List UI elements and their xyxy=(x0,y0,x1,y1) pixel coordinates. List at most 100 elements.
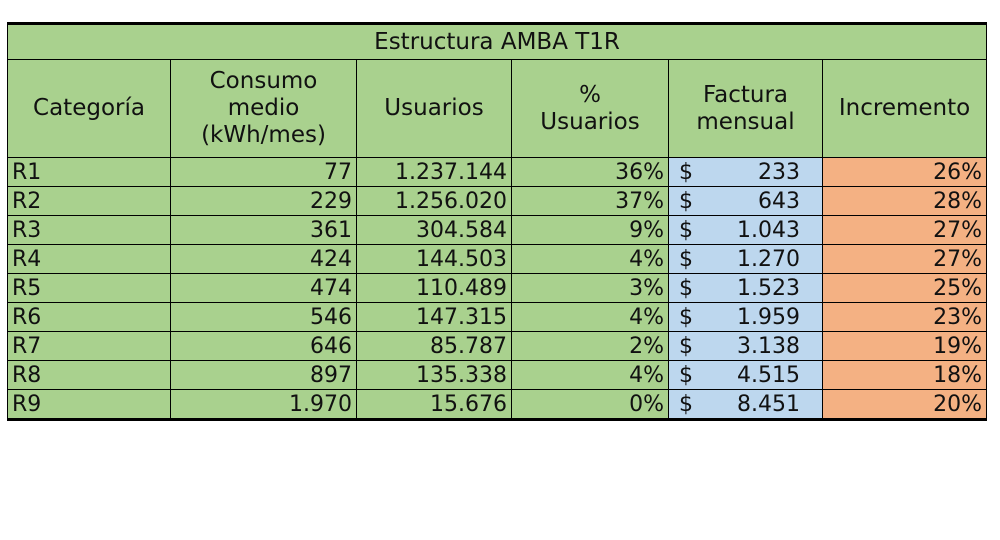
cell-categoria: R6 xyxy=(7,302,171,332)
cell-pct-usuarios: 36% xyxy=(511,157,669,187)
cell-incremento: 27% xyxy=(821,244,988,274)
factura-wrapper: $1.523 xyxy=(673,276,818,301)
cell-usuarios: 110.489 xyxy=(356,273,512,303)
currency-symbol: $ xyxy=(679,304,693,330)
factura-wrapper: $643 xyxy=(673,189,818,214)
currency-symbol: $ xyxy=(679,246,693,272)
cell-categoria: R4 xyxy=(7,244,171,274)
cell-categoria: R9 xyxy=(7,389,171,420)
table-row: R2 229 1.256.020 37% $643 28% xyxy=(7,186,988,216)
currency-symbol: $ xyxy=(679,333,693,359)
cell-consumo: 546 xyxy=(170,302,357,332)
cell-pct-usuarios: 2% xyxy=(511,331,669,361)
currency-symbol: $ xyxy=(679,188,693,214)
cell-usuarios: 85.787 xyxy=(356,331,512,361)
cell-incremento: 28% xyxy=(821,186,988,216)
header-consumo-medio: Consumo medio (kWh/mes) xyxy=(170,59,357,158)
cell-factura: $1.959 xyxy=(668,302,823,332)
currency-symbol: $ xyxy=(679,217,693,243)
table-row: R1 77 1.237.144 36% $233 26% xyxy=(7,157,988,187)
cell-consumo: 77 xyxy=(170,157,357,187)
cell-consumo: 229 xyxy=(170,186,357,216)
cell-usuarios: 144.503 xyxy=(356,244,512,274)
factura-value: 8.451 xyxy=(737,391,800,417)
cell-pct-usuarios: 4% xyxy=(511,244,669,274)
cell-factura: $3.138 xyxy=(668,331,823,361)
cell-usuarios: 1.237.144 xyxy=(356,157,512,187)
table-row: R5 474 110.489 3% $1.523 25% xyxy=(7,273,988,303)
cell-factura: $643 xyxy=(668,186,823,216)
cell-categoria: R7 xyxy=(7,331,171,361)
factura-wrapper: $8.451 xyxy=(673,392,818,417)
cell-pct-usuarios: 4% xyxy=(511,360,669,390)
cell-factura: $1.270 xyxy=(668,244,823,274)
currency-symbol: $ xyxy=(679,275,693,301)
cell-categoria: R5 xyxy=(7,273,171,303)
cell-incremento: 19% xyxy=(821,331,988,361)
cell-pct-usuarios: 3% xyxy=(511,273,669,303)
header-factura-line: Factura xyxy=(702,81,788,108)
cell-factura: $233 xyxy=(668,157,823,187)
header-pct-line: % xyxy=(579,81,601,108)
factura-value: 4.515 xyxy=(737,362,800,388)
factura-value: 1.959 xyxy=(737,304,800,330)
factura-value: 1.523 xyxy=(737,275,800,301)
header-categoria: Categoría xyxy=(7,59,171,158)
factura-wrapper: $233 xyxy=(673,160,818,185)
cell-consumo: 1.970 xyxy=(170,389,357,420)
cell-pct-usuarios: 4% xyxy=(511,302,669,332)
header-pct-usuarios: % Usuarios xyxy=(511,59,669,158)
header-consumo-line: (kWh/mes) xyxy=(201,122,326,148)
cell-categoria: R8 xyxy=(7,360,171,390)
header-consumo-line: Consumo xyxy=(209,68,318,94)
cell-incremento: 27% xyxy=(821,215,988,245)
currency-symbol: $ xyxy=(679,362,693,388)
table-row: R9 1.970 15.676 0% $8.451 20% xyxy=(7,389,988,420)
table-row: R3 361 304.584 9% $1.043 27% xyxy=(7,215,988,245)
table-row: R6 546 147.315 4% $1.959 23% xyxy=(7,302,988,332)
amba-t1r-table: Estructura AMBA T1R Categoría Consumo me… xyxy=(6,22,988,421)
table-body: R1 77 1.237.144 36% $233 26% R2 229 1.256.020 37%… xyxy=(7,157,988,420)
cell-factura: $4.515 xyxy=(668,360,823,390)
header-usuarios: Usuarios xyxy=(356,59,512,158)
cell-categoria: R3 xyxy=(7,215,171,245)
cell-incremento: 23% xyxy=(821,302,988,332)
factura-wrapper: $1.959 xyxy=(673,305,818,330)
table-row: R7 646 85.787 2% $3.138 19% xyxy=(7,331,988,361)
cell-usuarios: 1.256.020 xyxy=(356,186,512,216)
currency-symbol: $ xyxy=(679,159,693,185)
cell-consumo: 474 xyxy=(170,273,357,303)
factura-value: 1.043 xyxy=(737,217,800,243)
header-consumo-line: medio xyxy=(227,95,300,121)
cell-pct-usuarios: 9% xyxy=(511,215,669,245)
cell-consumo: 897 xyxy=(170,360,357,390)
cell-categoria: R2 xyxy=(7,186,171,216)
header-factura-mensual: Factura mensual xyxy=(668,59,823,158)
cell-factura: $8.451 xyxy=(668,389,823,420)
factura-wrapper: $3.138 xyxy=(673,334,818,359)
header-factura-line: mensual xyxy=(696,108,795,135)
table-row: R4 424 144.503 4% $1.270 27% xyxy=(7,244,988,274)
factura-wrapper: $1.270 xyxy=(673,247,818,272)
table-row: R8 897 135.338 4% $4.515 18% xyxy=(7,360,988,390)
factura-wrapper: $1.043 xyxy=(673,218,818,243)
cell-usuarios: 147.315 xyxy=(356,302,512,332)
cell-incremento: 25% xyxy=(821,273,988,303)
cell-categoria: R1 xyxy=(7,157,171,187)
header-incremento: Incremento xyxy=(821,59,988,158)
factura-value: 233 xyxy=(758,159,800,185)
cell-consumo: 646 xyxy=(170,331,357,361)
factura-value: 1.270 xyxy=(737,246,800,272)
header-pct-line: Usuarios xyxy=(540,108,640,135)
cell-incremento: 20% xyxy=(821,389,988,420)
currency-symbol: $ xyxy=(679,391,693,417)
factura-value: 643 xyxy=(758,188,800,214)
cell-pct-usuarios: 37% xyxy=(511,186,669,216)
cell-consumo: 424 xyxy=(170,244,357,274)
cell-incremento: 18% xyxy=(821,360,988,390)
factura-wrapper: $4.515 xyxy=(673,363,818,388)
cell-usuarios: 135.338 xyxy=(356,360,512,390)
cell-factura: $1.043 xyxy=(668,215,823,245)
cell-usuarios: 15.676 xyxy=(356,389,512,420)
table-title: Estructura AMBA T1R xyxy=(6,23,988,60)
